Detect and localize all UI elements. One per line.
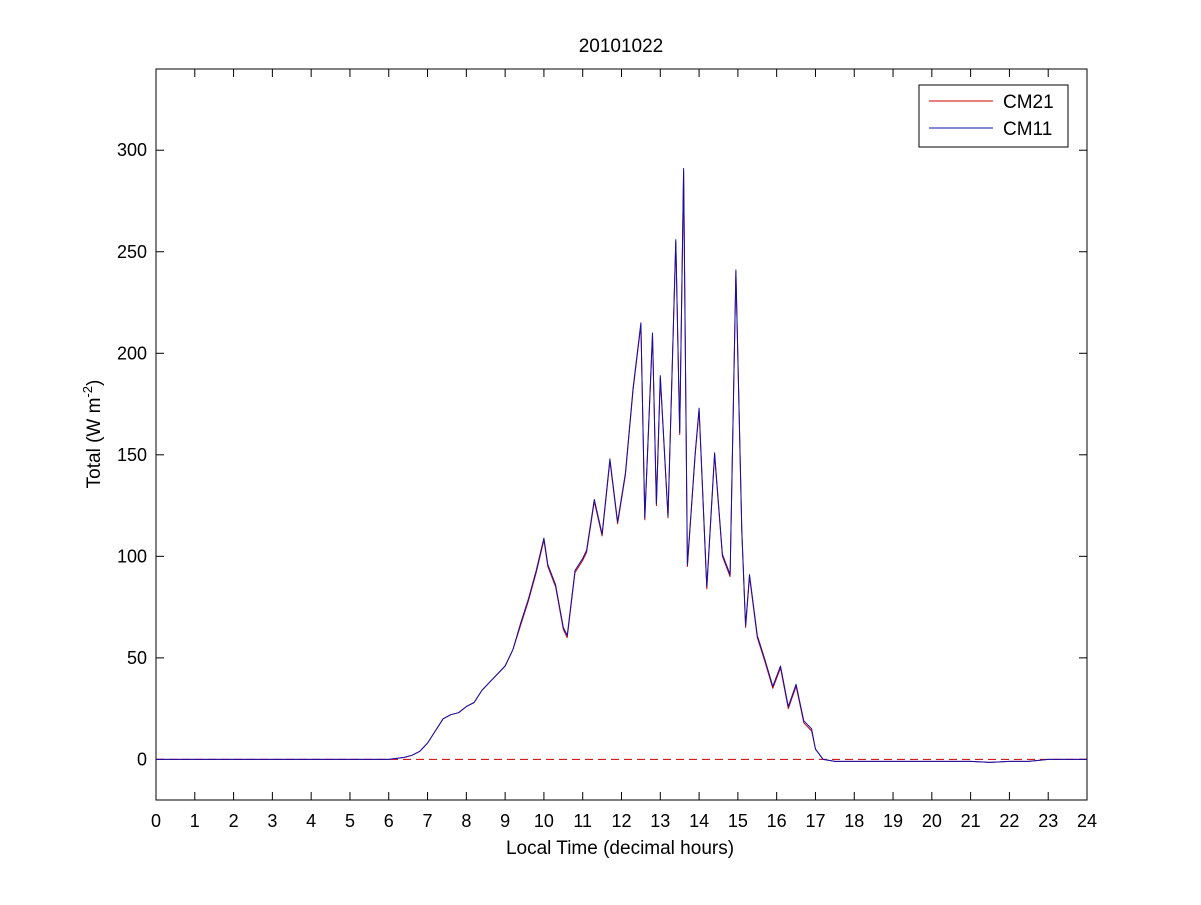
y-tick-label: 150 — [117, 445, 147, 465]
x-tick-label: 6 — [384, 811, 394, 831]
y-tick-label: 100 — [117, 546, 147, 566]
x-axis-title: Local Time (decimal hours) — [506, 838, 734, 859]
x-tick-label: 22 — [999, 811, 1019, 831]
x-tick-label: 19 — [883, 811, 903, 831]
x-tick-label: 17 — [805, 811, 825, 831]
x-tick-label: 7 — [423, 811, 433, 831]
x-tick-label: 1 — [190, 811, 200, 831]
chart-title: 20101022 — [579, 36, 664, 57]
y-axis-title-prefix: Total (W m — [84, 398, 105, 489]
x-tick-label: 4 — [306, 811, 316, 831]
x-tick-label: 12 — [611, 811, 631, 831]
x-tick-label: 14 — [689, 811, 709, 831]
x-tick-label: 8 — [461, 811, 471, 831]
x-tick-label: 16 — [767, 811, 787, 831]
plot-area-frame — [155, 68, 1088, 801]
x-tick-label: 18 — [844, 811, 864, 831]
legend-box — [918, 84, 1069, 148]
legend-label-cm11: CM11 — [1003, 119, 1052, 140]
x-tick-label: 5 — [345, 811, 355, 831]
x-tick-label: 3 — [267, 811, 277, 831]
y-tick-label: 50 — [127, 648, 147, 668]
y-tick-label: 200 — [117, 343, 147, 363]
y-axis-title-superscript: -2 — [80, 386, 95, 398]
series-group — [156, 168, 1087, 763]
y-tick-label: 250 — [117, 242, 147, 262]
x-tick-label: 2 — [229, 811, 239, 831]
y-axis-title: Total (W m-2) — [80, 380, 105, 489]
x-tick-label: 24 — [1077, 811, 1097, 831]
x-tick-label: 23 — [1038, 811, 1058, 831]
x-tick-label: 0 — [151, 811, 161, 831]
x-tick-label: 13 — [650, 811, 670, 831]
y-tick-label: 300 — [117, 140, 147, 160]
x-tick-label: 21 — [961, 811, 981, 831]
x-tick-label: 20 — [922, 811, 942, 831]
x-tick-label: 10 — [534, 811, 554, 831]
x-tick-label: 11 — [573, 811, 592, 831]
x-tick-label: 15 — [728, 811, 748, 831]
legend: CM21 CM11 — [918, 84, 1069, 148]
x-tick-label: 9 — [500, 811, 510, 831]
y-axis: 0 50 100 150 200 250 300 — [117, 140, 1087, 769]
legend-label-cm21: CM21 — [1003, 92, 1054, 113]
y-axis-title-suffix: ) — [84, 380, 105, 386]
x-axis: 0 1 2 3 4 5 6 7 8 9 10 11 12 13 14 15 16 17 18 19 20 21 22 23 24 — [151, 69, 1097, 831]
series-line-cm11 — [156, 168, 1087, 763]
y-tick-label: 0 — [137, 749, 147, 769]
